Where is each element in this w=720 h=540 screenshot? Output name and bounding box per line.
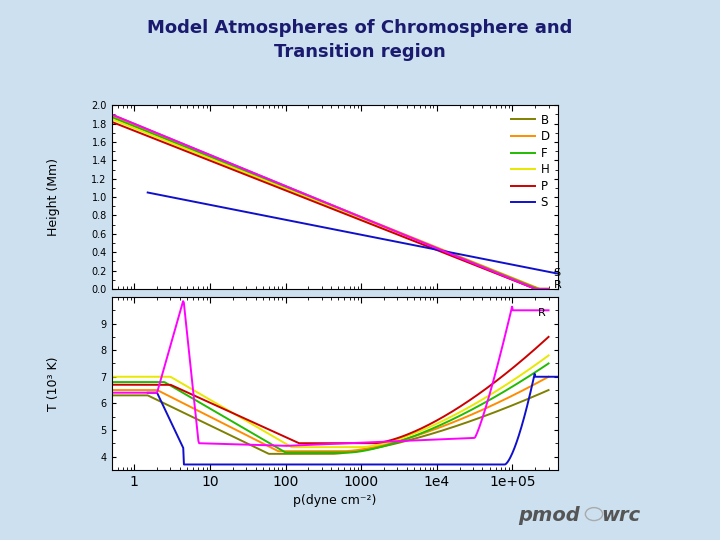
R bbox=[220, 158, 228, 164]
F bbox=[399, 232, 408, 238]
Y-axis label: Height (Mm): Height (Mm) bbox=[48, 158, 60, 236]
P bbox=[305, 197, 314, 203]
S bbox=[217, 204, 226, 211]
S bbox=[422, 245, 431, 251]
S bbox=[251, 211, 259, 217]
D bbox=[184, 144, 193, 151]
H bbox=[531, 286, 540, 292]
S bbox=[458, 252, 467, 258]
R bbox=[107, 111, 116, 118]
S bbox=[561, 272, 570, 279]
B bbox=[436, 247, 445, 253]
R bbox=[436, 247, 445, 253]
B bbox=[184, 143, 193, 150]
R bbox=[184, 143, 193, 150]
R bbox=[544, 286, 553, 292]
P bbox=[220, 163, 228, 170]
B bbox=[365, 217, 374, 224]
F bbox=[365, 218, 374, 224]
R bbox=[399, 231, 408, 238]
B bbox=[305, 193, 314, 199]
B bbox=[544, 286, 553, 292]
Y-axis label: T (10³ K): T (10³ K) bbox=[48, 356, 60, 410]
R bbox=[305, 193, 314, 199]
Text: Transition region: Transition region bbox=[274, 43, 446, 61]
H bbox=[436, 248, 445, 254]
S bbox=[333, 227, 341, 233]
P bbox=[184, 149, 193, 156]
B bbox=[107, 111, 116, 118]
D bbox=[107, 113, 116, 119]
B bbox=[531, 286, 540, 292]
F bbox=[107, 114, 116, 120]
Line: R: R bbox=[112, 114, 549, 289]
H bbox=[399, 233, 408, 239]
P bbox=[544, 286, 553, 292]
P bbox=[107, 119, 116, 125]
H bbox=[305, 195, 314, 201]
S bbox=[390, 238, 398, 245]
F bbox=[544, 286, 553, 292]
Line: D: D bbox=[112, 116, 549, 289]
Text: S: S bbox=[554, 268, 561, 278]
Line: B: B bbox=[112, 114, 549, 289]
Text: Model Atmospheres of Chromosphere and: Model Atmospheres of Chromosphere and bbox=[148, 19, 572, 37]
H bbox=[220, 161, 228, 167]
F bbox=[305, 194, 314, 200]
H bbox=[365, 219, 374, 226]
D bbox=[536, 286, 544, 292]
H bbox=[184, 147, 193, 153]
D bbox=[305, 193, 314, 199]
D bbox=[365, 217, 374, 224]
D bbox=[220, 158, 228, 165]
Legend: B, D, F, H, P, S: B, D, F, H, P, S bbox=[506, 109, 554, 214]
P bbox=[436, 248, 445, 255]
B bbox=[220, 158, 228, 164]
D bbox=[399, 231, 408, 237]
D bbox=[544, 286, 553, 292]
P bbox=[365, 220, 374, 227]
S bbox=[143, 189, 152, 195]
Text: R: R bbox=[539, 308, 546, 318]
R bbox=[531, 286, 540, 292]
F bbox=[220, 159, 228, 166]
F bbox=[534, 286, 542, 292]
H bbox=[107, 116, 116, 122]
F bbox=[184, 145, 193, 152]
Line: H: H bbox=[112, 119, 549, 289]
Line: S: S bbox=[148, 192, 565, 275]
P bbox=[531, 286, 540, 292]
Line: F: F bbox=[112, 117, 549, 289]
Text: R: R bbox=[554, 280, 562, 290]
R bbox=[365, 217, 374, 224]
Line: P: P bbox=[112, 122, 549, 289]
B bbox=[399, 231, 408, 238]
D bbox=[436, 246, 445, 252]
Text: pmod: pmod bbox=[518, 506, 580, 525]
P bbox=[399, 234, 408, 240]
X-axis label: p(dyne cm⁻²): p(dyne cm⁻²) bbox=[293, 494, 377, 507]
F bbox=[436, 247, 445, 253]
Text: wrc: wrc bbox=[601, 506, 640, 525]
H bbox=[544, 286, 553, 292]
